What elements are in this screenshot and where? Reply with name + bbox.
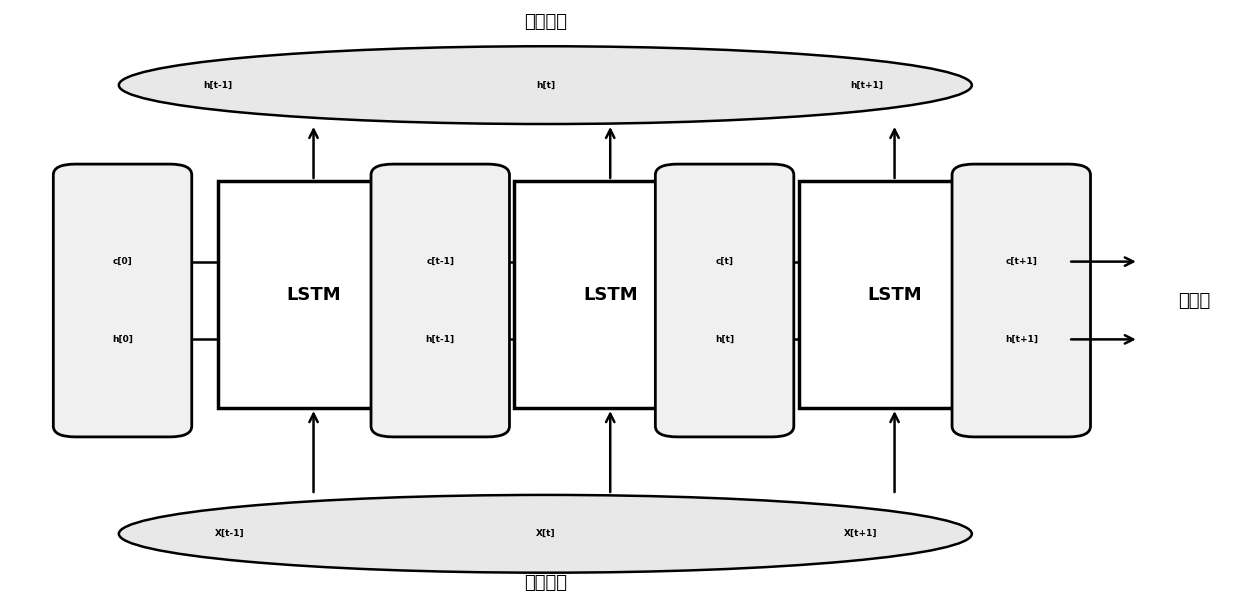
- Ellipse shape: [119, 495, 971, 573]
- Text: c[t-1]: c[t-1]: [426, 257, 455, 266]
- Text: X[t+1]: X[t+1]: [844, 529, 877, 538]
- Text: h[t-1]: h[t-1]: [203, 81, 232, 90]
- FancyBboxPatch shape: [514, 181, 706, 408]
- Text: c[t+1]: c[t+1]: [1005, 257, 1037, 266]
- Text: 输出序列: 输出序列: [524, 13, 566, 31]
- Text: c[t]: c[t]: [716, 257, 733, 266]
- Text: LSTM: LSTM: [867, 285, 922, 304]
- Text: X[t-1]: X[t-1]: [216, 529, 245, 538]
- Text: h[t+1]: h[t+1]: [850, 81, 883, 90]
- Text: X[t]: X[t]: [535, 529, 555, 538]
- Text: 输入序列: 输入序列: [524, 574, 566, 592]
- FancyBboxPatch shape: [370, 164, 509, 437]
- Text: h[t]: h[t]: [535, 81, 555, 90]
- FancyBboxPatch shape: [799, 181, 990, 408]
- Text: LSTM: LSTM: [286, 285, 341, 304]
- Ellipse shape: [119, 46, 971, 124]
- FancyBboxPatch shape: [218, 181, 409, 408]
- Text: c[0]: c[0]: [113, 257, 133, 266]
- FancyBboxPatch shape: [952, 164, 1090, 437]
- Text: h[t-1]: h[t-1]: [426, 335, 455, 344]
- Text: h[t]: h[t]: [715, 335, 735, 344]
- Text: h[t+1]: h[t+1]: [1005, 335, 1038, 344]
- FancyBboxPatch shape: [655, 164, 794, 437]
- Text: h[0]: h[0]: [112, 335, 133, 344]
- FancyBboxPatch shape: [53, 164, 192, 437]
- Text: 隐状态: 隐状态: [1178, 291, 1211, 310]
- Text: LSTM: LSTM: [582, 285, 638, 304]
